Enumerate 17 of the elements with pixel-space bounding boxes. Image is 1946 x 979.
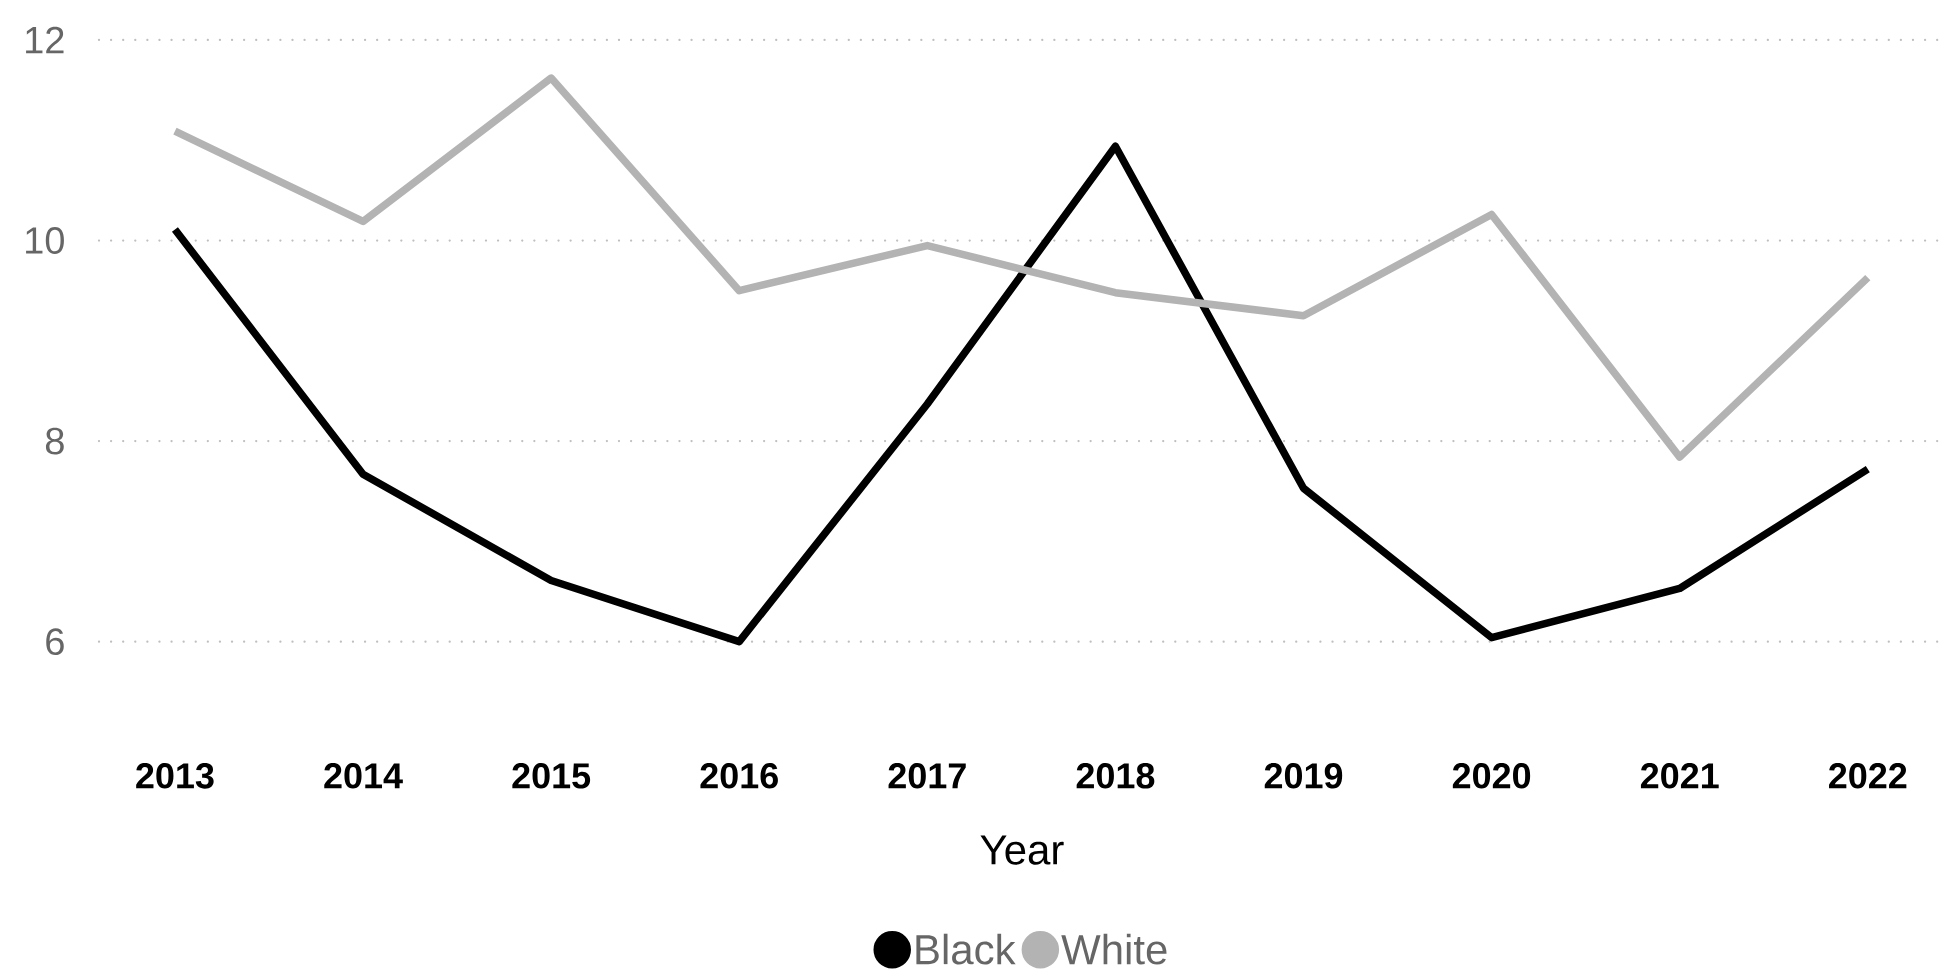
y-tick-label: 12	[26, 26, 64, 54]
x-tick-label: 2020	[1452, 762, 1531, 789]
legend-label: White	[1061, 933, 1167, 965]
x-tick-label: 2019	[1264, 762, 1343, 789]
x-tick-label: 2015	[512, 762, 591, 789]
x-tick-label: 2017	[888, 762, 966, 789]
legend-label: Black	[916, 933, 1016, 965]
x-tick-label: 2021	[1640, 762, 1719, 789]
y-tick-label: 10	[26, 226, 64, 254]
x-tick-label: 2014	[324, 762, 403, 789]
x-tick-label: 2018	[1076, 762, 1155, 789]
y-tick-label: 8	[45, 427, 64, 455]
x-tick-label: 2016	[700, 762, 778, 789]
x-tick-label: 2013	[136, 762, 214, 789]
x-axis-title: Year	[980, 835, 1064, 865]
x-tick-label: 2022	[1829, 762, 1907, 789]
y-tick-label: 6	[46, 627, 64, 655]
